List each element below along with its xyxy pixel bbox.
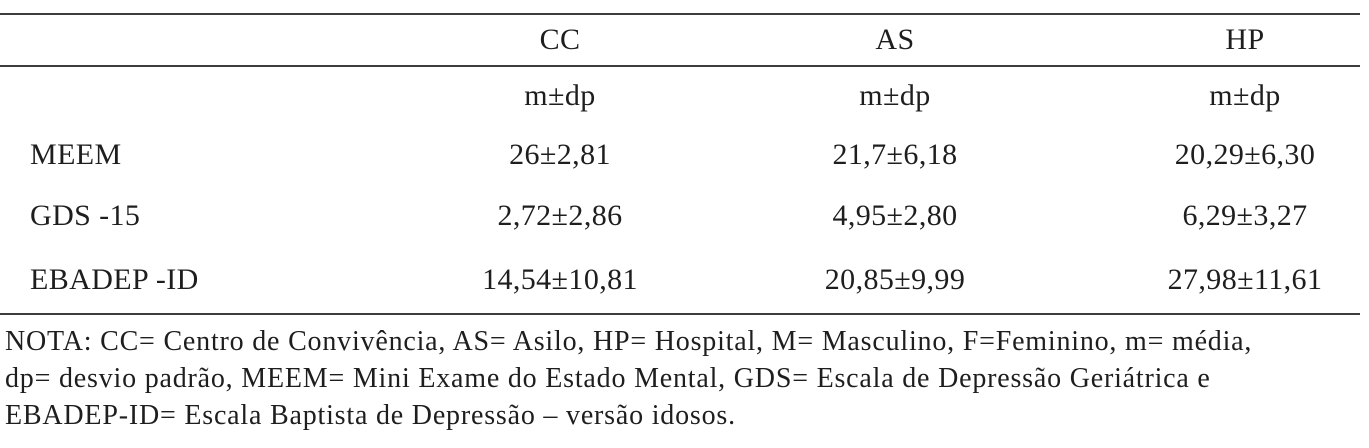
column-header-cc: CC <box>539 23 581 56</box>
table-header-row: CC AS HP <box>0 14 1360 66</box>
header-empty-cell <box>0 14 300 66</box>
table-subheader-row: m±dp m±dp m±dp <box>0 66 1360 124</box>
value-meem-hp: 20,29±6,30 <box>1174 138 1316 171</box>
value-gds15-hp: 6,29±3,27 <box>1182 199 1308 232</box>
row-label-gds15: GDS -15 <box>30 199 141 232</box>
table-footnote: NOTA: CC= Centro de Convivência, AS= Asi… <box>0 315 1369 434</box>
footnote-line-2: dp= desvio padrão, MEEM= Mini Exame do E… <box>5 363 1211 394</box>
row-label-meem: MEEM <box>30 138 122 171</box>
stat-header-hp: m±dp <box>1209 78 1281 112</box>
value-gds15-cc: 2,72±2,86 <box>497 199 623 232</box>
stat-header-cc: m±dp <box>524 78 596 112</box>
value-ebadep-as: 20,85±9,99 <box>824 262 966 296</box>
column-header-as: AS <box>875 23 915 56</box>
row-label-ebadep: EBADEP -ID <box>30 262 199 296</box>
value-gds15-as: 4,95±2,80 <box>832 199 958 232</box>
table-row-ebadep: EBADEP -ID 14,54±10,81 20,85±9,99 27,98±… <box>0 246 1360 314</box>
results-table: CC AS HP m±dp m±dp m±dp MEEM 26±2,81 21,… <box>0 13 1360 315</box>
value-ebadep-hp: 27,98±11,61 <box>1167 262 1323 296</box>
footnote-line-1: NOTA: CC= Centro de Convivência, AS= Asi… <box>5 326 1253 357</box>
value-ebadep-cc: 14,54±10,81 <box>482 262 638 296</box>
footnote-line-3: EBADEP-ID= Escala Baptista de Depressão … <box>5 400 736 431</box>
value-meem-cc: 26±2,81 <box>509 138 611 171</box>
table-row-gds15: GDS -15 2,72±2,86 4,95±2,80 6,29±3,27 <box>0 186 1360 246</box>
stat-header-as: m±dp <box>859 78 931 112</box>
subheader-empty-cell <box>0 66 300 124</box>
table-row-meem: MEEM 26±2,81 21,7±6,18 20,29±6,30 <box>0 124 1360 186</box>
column-header-hp: HP <box>1225 23 1265 56</box>
value-meem-as: 21,7±6,18 <box>832 138 958 171</box>
